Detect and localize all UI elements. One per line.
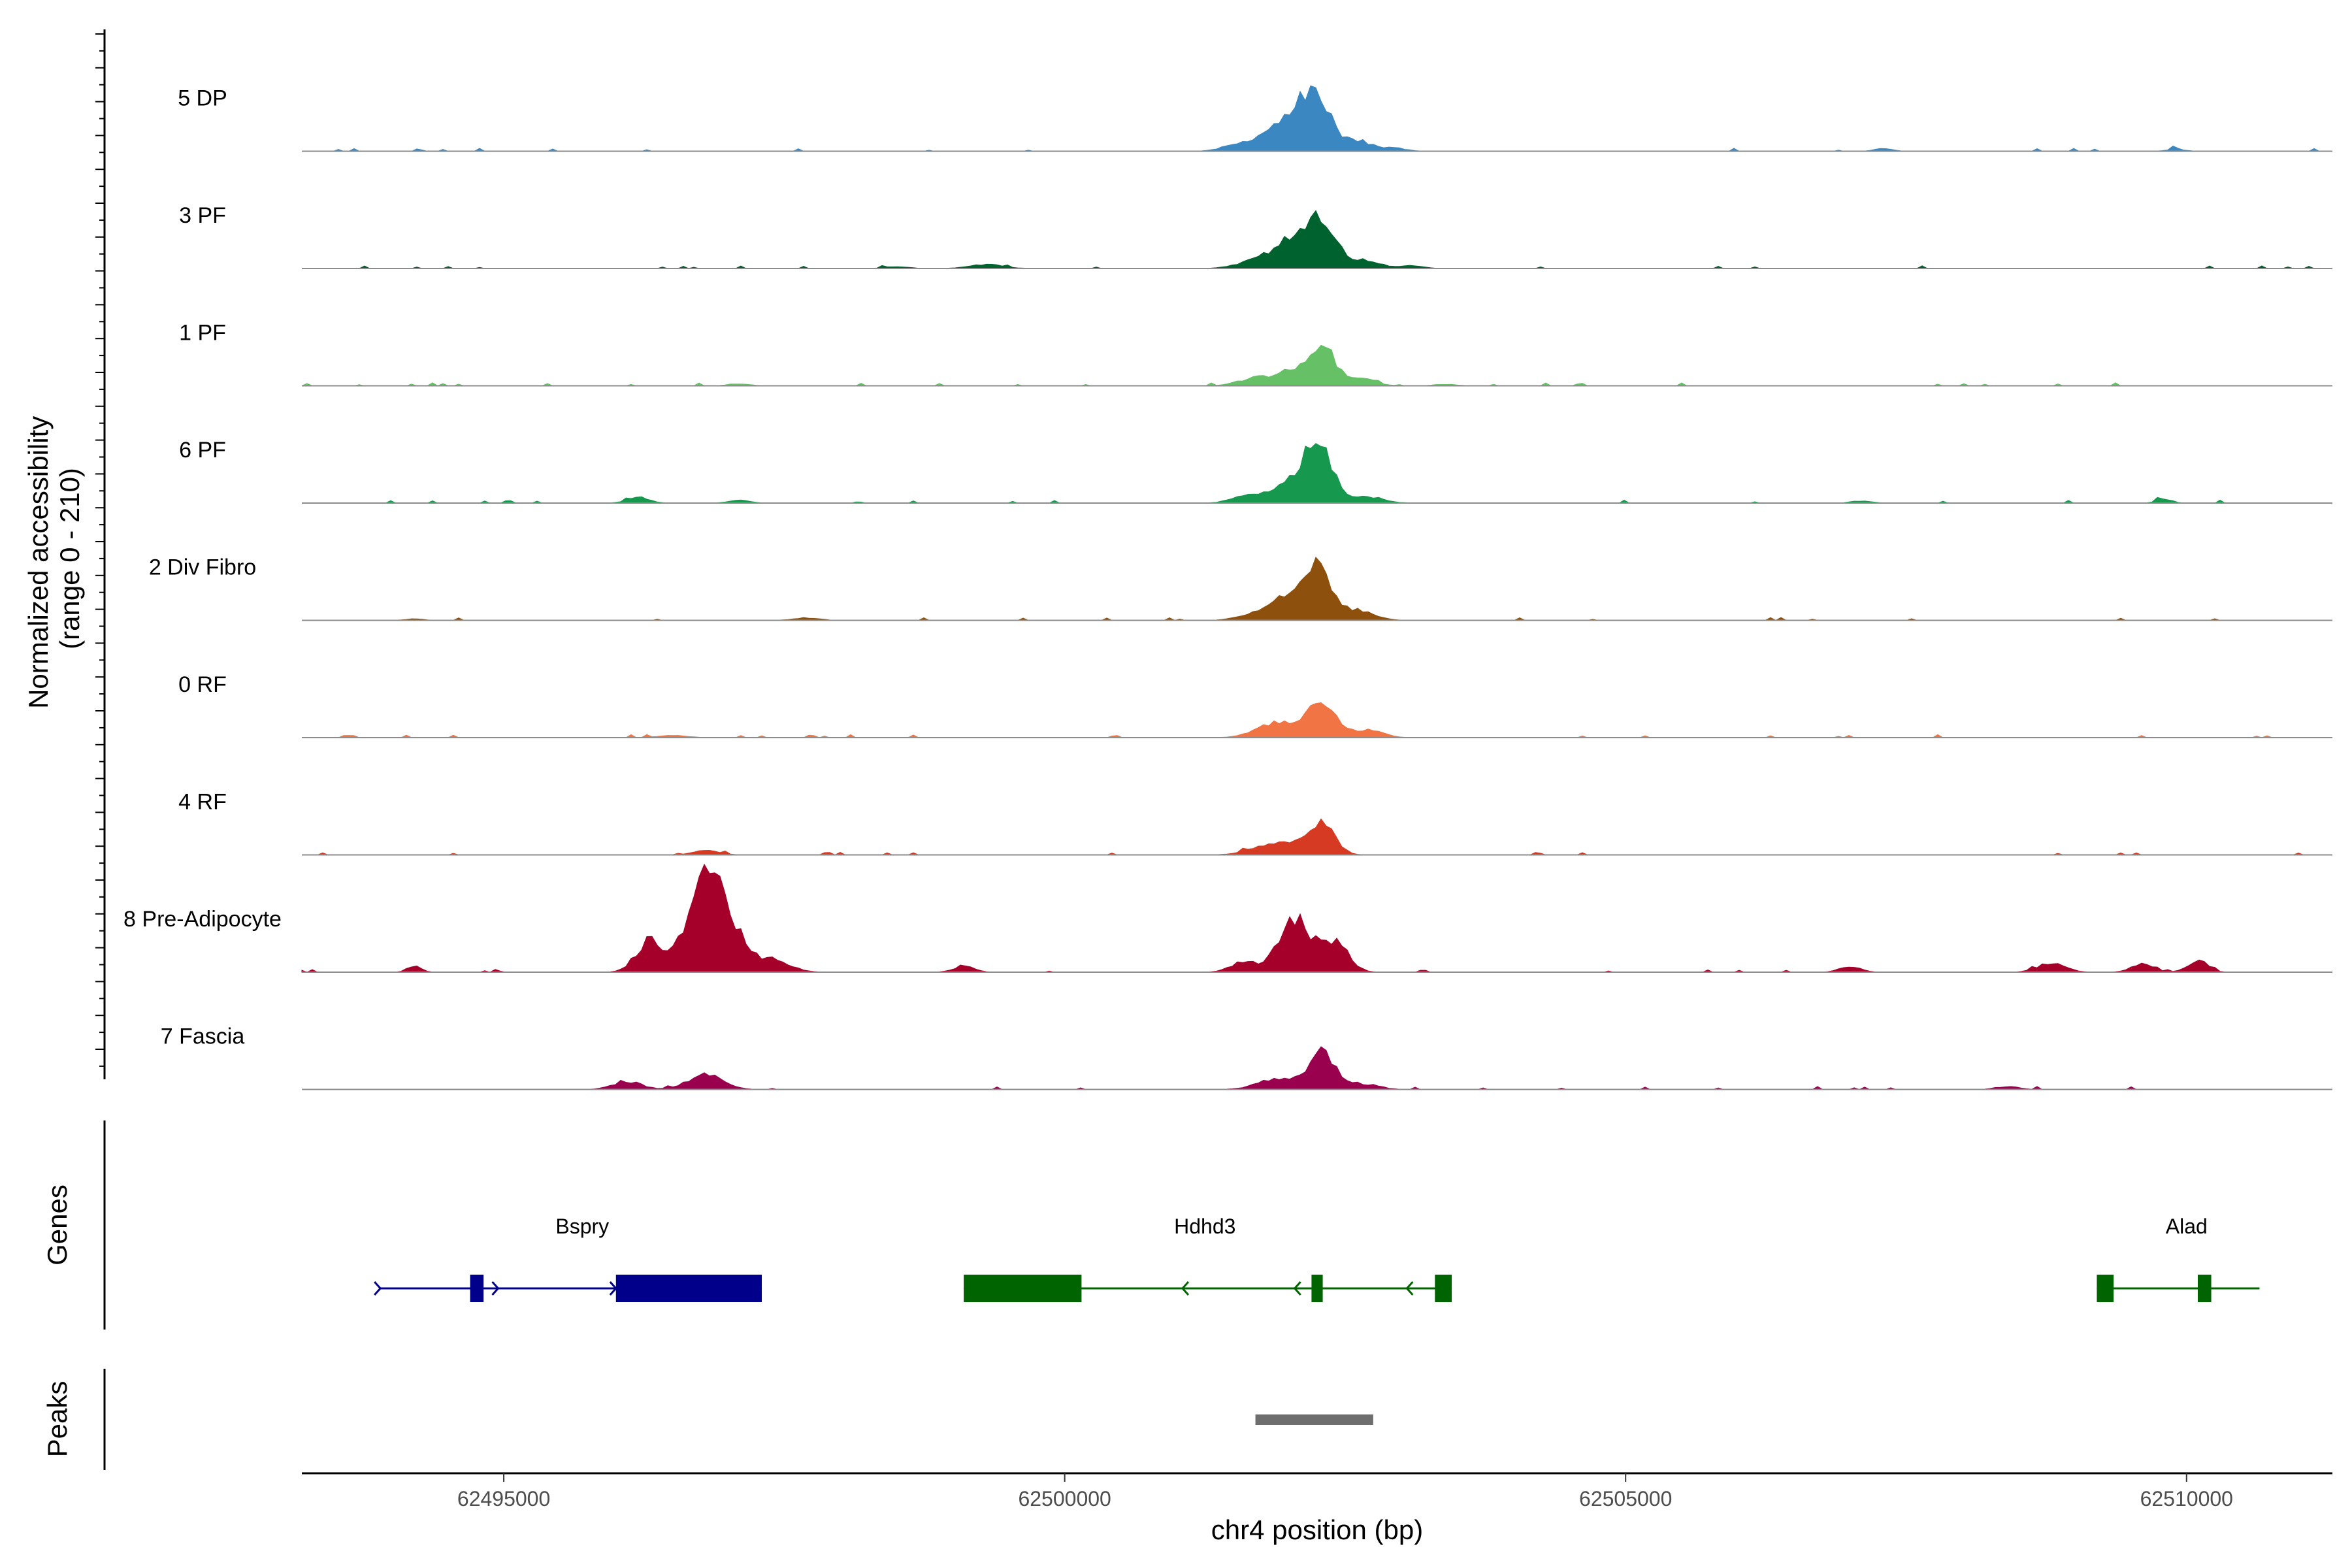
y-axis: [95, 29, 106, 1079]
track: 4 RF: [178, 790, 2332, 856]
y-axis-title-line-1: Normalized accessibility: [23, 416, 54, 709]
track: 3 PF: [179, 203, 2332, 269]
x-ticks: 62495000 62500000 62505000 62510000: [457, 1473, 2233, 1511]
gene-exon: [1311, 1275, 1323, 1302]
peaks-track-label: Peaks: [42, 1381, 73, 1458]
track: 1 PF: [179, 321, 2332, 387]
gene-exon: [470, 1275, 484, 1302]
strand-arrow: [374, 1281, 382, 1296]
gene-models: Bspry Hdhd3 Alad: [374, 1215, 2260, 1302]
x-tick-label: 62500000: [1018, 1487, 1111, 1511]
strand-arrow: [609, 1281, 617, 1296]
gene: Alad: [2097, 1215, 2260, 1302]
strand-arrow: [1181, 1281, 1190, 1296]
coverage-tracks: 5 DP 3 PF 1 PF 6 PF 2 Div Fibro 0 RF 4 RF 8 Pre…: [123, 85, 2332, 1090]
gene: Hdhd3: [964, 1215, 1452, 1302]
coverage-area: [302, 557, 2332, 621]
peak-regions: [1255, 1414, 1373, 1425]
coverage-area: [301, 863, 2332, 973]
coverage-area: [302, 210, 2332, 269]
track-label: 4 RF: [178, 790, 227, 815]
track: 0 RF: [178, 672, 2332, 738]
x-axis-title: chr4 position (bp): [1211, 1514, 1424, 1545]
genes-panel: Genes Bspry Hdhd3 Alad: [42, 1120, 2260, 1330]
gene-label: Bspry: [555, 1215, 609, 1238]
track-label: 3 PF: [179, 203, 226, 228]
gene-label: Hdhd3: [1174, 1215, 1235, 1238]
gene-exon: [1435, 1275, 1452, 1302]
gene-exon: [2197, 1275, 2212, 1302]
x-tick-label: 62505000: [1579, 1487, 1672, 1511]
gene-exon: [2097, 1275, 2114, 1302]
track-label: 0 RF: [178, 672, 227, 697]
gene-exon: [964, 1275, 1082, 1302]
coverage-area: [302, 85, 2332, 152]
coverage-area: [301, 344, 2332, 387]
gene-exon: [615, 1275, 762, 1302]
coverage-area: [302, 818, 2332, 856]
coverage-area: [302, 443, 2332, 504]
track: 7 Fascia: [161, 1024, 2332, 1090]
x-axis: 62495000 62500000 62505000 62510000 chr4 po…: [302, 1472, 2332, 1545]
track-label: 1 PF: [179, 321, 226, 346]
x-tick-label: 62510000: [2140, 1487, 2233, 1511]
track-label: 6 PF: [179, 438, 226, 463]
strand-arrow: [1405, 1281, 1414, 1296]
peaks-panel: Peaks: [42, 1369, 1373, 1470]
y-axis-title-line-2: (range 0 - 210): [54, 468, 85, 649]
y-axis-title: Normalized accessibility (range 0 - 210): [23, 408, 85, 709]
track: 2 Div Fibro: [149, 555, 2332, 621]
track: 8 Pre-Adipocyte: [123, 863, 2332, 973]
track: 5 DP: [178, 85, 2332, 152]
coverage-area: [302, 1046, 2332, 1090]
gene-label: Alad: [2166, 1215, 2208, 1238]
strand-arrow: [491, 1281, 500, 1296]
track-label: 7 Fascia: [161, 1024, 245, 1049]
track: 6 PF: [179, 438, 2332, 504]
x-tick-label: 62495000: [457, 1487, 550, 1511]
coverage-area: [302, 702, 2332, 738]
track-label: 8 Pre-Adipocyte: [123, 907, 282, 932]
strand-arrow: [1293, 1281, 1301, 1296]
gene: Bspry: [374, 1215, 762, 1302]
peak-region: [1255, 1414, 1373, 1425]
genes-track-label: Genes: [42, 1184, 73, 1266]
track-label: 2 Div Fibro: [149, 555, 256, 580]
track-label: 5 DP: [178, 86, 227, 111]
